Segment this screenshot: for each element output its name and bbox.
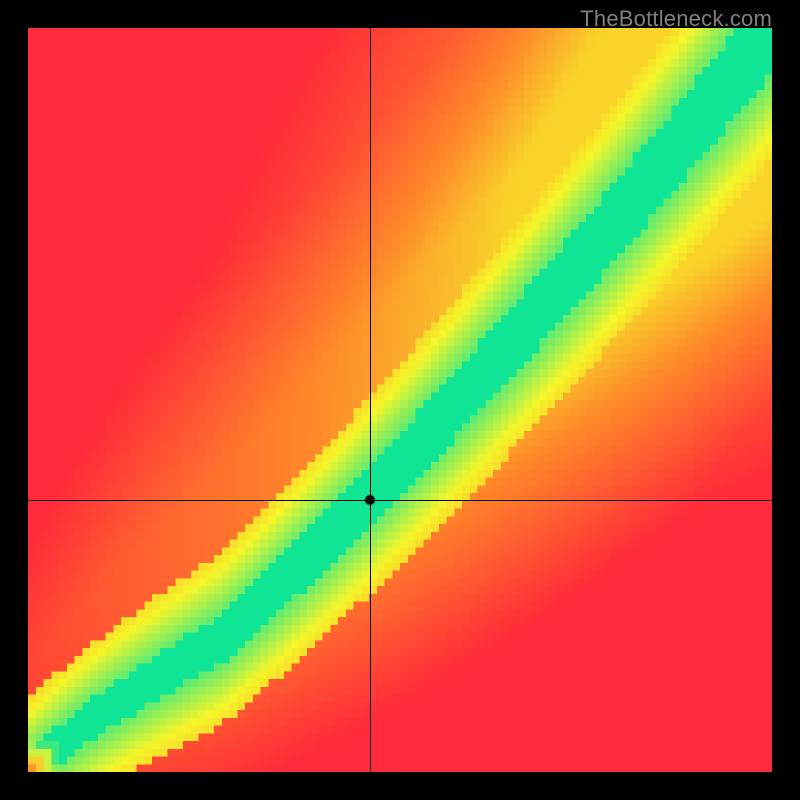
watermark-text: TheBottleneck.com: [580, 6, 772, 32]
crosshair-horizontal: [28, 500, 772, 501]
heatmap-canvas: [28, 28, 772, 772]
chart-container: TheBottleneck.com: [0, 0, 800, 800]
crosshair-marker: [364, 494, 376, 506]
crosshair-vertical: [370, 28, 371, 772]
